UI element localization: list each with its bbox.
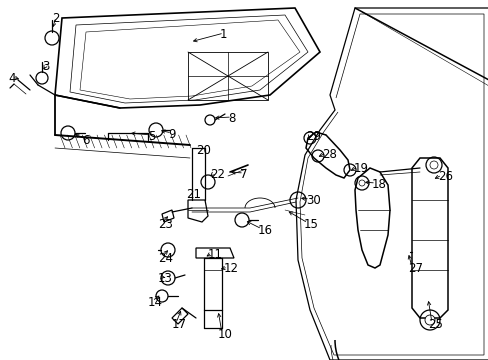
Text: 15: 15 [304,218,318,231]
Text: 30: 30 [305,194,320,207]
Text: 6: 6 [82,134,89,147]
Text: 25: 25 [427,318,442,331]
Text: 20: 20 [196,144,210,157]
Text: 23: 23 [158,218,173,231]
Text: 9: 9 [168,128,175,141]
Text: 16: 16 [258,224,272,237]
Text: 7: 7 [240,168,247,181]
Text: 17: 17 [172,318,186,331]
Text: 24: 24 [158,252,173,265]
Text: 29: 29 [305,130,320,143]
Circle shape [358,180,364,186]
Text: 22: 22 [209,168,224,181]
Text: 4: 4 [8,72,16,85]
Text: 28: 28 [321,148,336,161]
Text: 27: 27 [407,262,422,275]
Text: 14: 14 [148,296,163,309]
Text: 2: 2 [52,12,60,25]
Text: 5: 5 [148,130,155,143]
Text: 21: 21 [185,188,201,201]
Text: 13: 13 [158,272,173,285]
Text: 12: 12 [224,262,239,275]
Text: 10: 10 [218,328,232,341]
Circle shape [429,161,437,169]
Text: 11: 11 [207,248,223,261]
Text: 3: 3 [42,60,49,73]
Text: 1: 1 [220,28,227,41]
Text: 18: 18 [371,178,386,191]
Text: 26: 26 [437,170,452,183]
Circle shape [424,315,434,325]
Text: 19: 19 [353,162,368,175]
Text: 8: 8 [227,112,235,125]
